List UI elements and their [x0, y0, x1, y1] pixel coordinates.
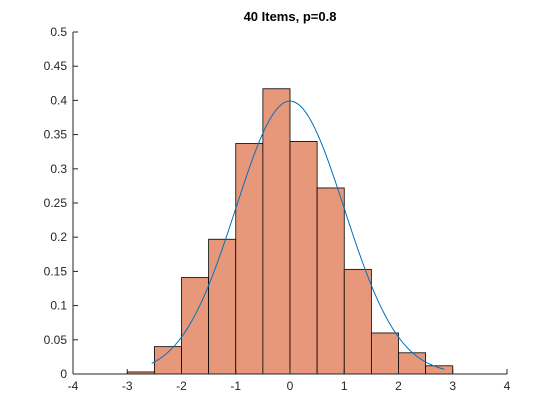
x-tick-label: 1	[341, 379, 348, 393]
histogram-bar	[370, 332, 399, 375]
ticks-layer: -4 -3 -2 -1 0 1 2 3 4 0 0.05 0.1 0.15 0.2 0.25 0.3 0.35 0…	[44, 25, 511, 393]
y-tick-label: 0	[60, 367, 67, 381]
histogram-bar	[289, 141, 318, 375]
histogram-bar	[343, 268, 372, 375]
y-tick-label: 0.2	[50, 230, 67, 244]
x-tick-label: -4	[68, 379, 79, 393]
bars-layer	[126, 88, 454, 375]
curve-layer	[151, 100, 445, 370]
x-tick-label: 4	[504, 379, 511, 393]
histogram-bar	[262, 88, 291, 375]
y-tick-label: 0.05	[44, 333, 68, 347]
histogram-bar	[425, 365, 454, 375]
chart-title: 40 Items, p=0.8	[244, 9, 337, 24]
y-tick-label: 0.5	[50, 25, 67, 39]
y-tick-label: 0.1	[50, 299, 67, 313]
y-tick-label: 0.15	[44, 264, 68, 278]
x-tick-label: 2	[395, 379, 402, 393]
histogram-bar	[181, 277, 210, 375]
histogram-bar	[398, 352, 427, 375]
y-tick-label: 0.35	[44, 128, 68, 142]
histogram-bar	[208, 238, 237, 375]
y-tick-label: 0.4	[50, 93, 67, 107]
x-tick-label: -2	[176, 379, 187, 393]
y-tick-label: 0.3	[50, 162, 67, 176]
x-tick-label: -1	[230, 379, 241, 393]
histogram-bar	[153, 346, 182, 375]
x-tick-label: -3	[122, 379, 133, 393]
x-tick-label: 3	[449, 379, 456, 393]
x-tick-label: 0	[287, 379, 294, 393]
density-curve	[151, 100, 445, 370]
histogram-bar	[316, 187, 345, 375]
y-tick-label: 0.45	[44, 59, 68, 73]
y-tick-label: 0.25	[44, 196, 68, 210]
histogram-bar	[235, 143, 264, 375]
